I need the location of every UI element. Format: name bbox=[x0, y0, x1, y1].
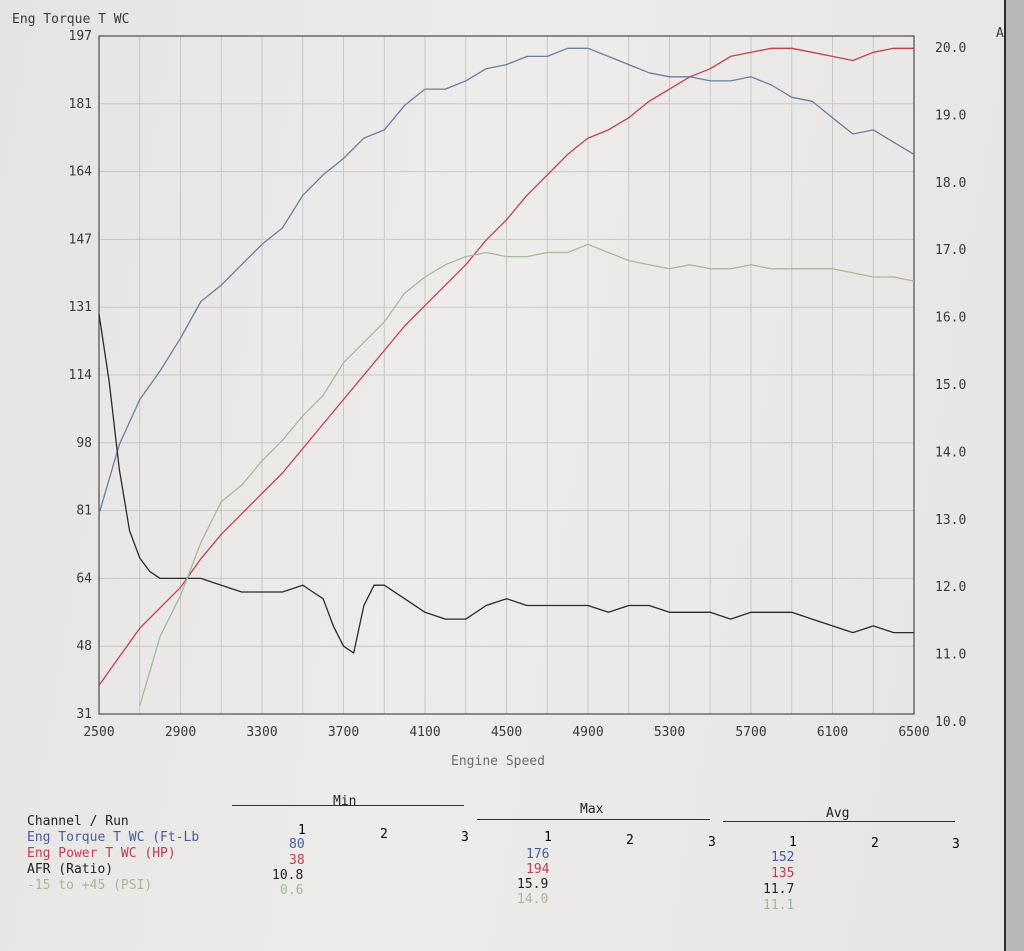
x-tick-label: 4500 bbox=[491, 725, 522, 740]
y-left-tick-label: 31 bbox=[76, 707, 92, 722]
min-torque: 80 bbox=[289, 837, 305, 852]
min-group-rule bbox=[232, 805, 464, 806]
y-left-tick-label: 114 bbox=[69, 368, 93, 383]
avg-torque: 152 bbox=[771, 850, 795, 865]
x-tick-label: 3300 bbox=[246, 725, 277, 740]
y-right-tick-label: 10.0 bbox=[935, 715, 966, 730]
y-left-tick-label: 197 bbox=[69, 29, 92, 44]
max-run-2: 2 bbox=[626, 833, 634, 848]
y-right-tick-label: 19.0 bbox=[935, 108, 966, 123]
min-run-2: 2 bbox=[380, 827, 388, 842]
min-boost: 0.6 bbox=[280, 883, 304, 898]
x-tick-label: 4100 bbox=[409, 725, 440, 740]
y-right-tick-label: 20.0 bbox=[935, 41, 966, 56]
series-line-15-to-45-psi bbox=[139, 243, 915, 706]
avg-group-label: Avg bbox=[826, 806, 850, 821]
avg-power: 135 bbox=[771, 866, 795, 881]
grid bbox=[99, 36, 914, 714]
avg-run-2: 2 bbox=[871, 836, 879, 851]
y-right-tick-label: 11.0 bbox=[935, 648, 966, 663]
series-line-eng-torque-t-wc-ft-lb bbox=[98, 47, 915, 515]
x-axis-title: Engine Speed bbox=[451, 754, 545, 769]
x-tick-label: 4900 bbox=[572, 725, 603, 740]
min-group-label: Min bbox=[333, 794, 357, 809]
stats-table: Channel / Run Min Max Avg 1 2 3 1 2 3 1 … bbox=[0, 790, 1004, 950]
min-run-1: 1 bbox=[298, 823, 306, 838]
y-right-tick-label: 17.0 bbox=[935, 243, 966, 258]
y-left-tick-label: 147 bbox=[69, 232, 92, 247]
min-afr: 10.8 bbox=[272, 868, 304, 883]
max-torque: 176 bbox=[526, 847, 550, 862]
plot-frame bbox=[98, 35, 915, 715]
x-tick-label: 5300 bbox=[654, 725, 685, 740]
row-name-afr: AFR (Ratio) bbox=[27, 862, 114, 877]
max-run-1: 1 bbox=[544, 830, 552, 845]
avg-boost: 11.1 bbox=[763, 898, 795, 913]
y-left-tick-label: 48 bbox=[76, 639, 92, 654]
y-left-tick-label: 81 bbox=[76, 504, 92, 519]
y-right-tick-label: 16.0 bbox=[935, 311, 966, 326]
x-tick-label: 6500 bbox=[898, 725, 929, 740]
y-left-tick-label: 98 bbox=[76, 436, 92, 451]
min-power: 38 bbox=[289, 853, 305, 868]
avg-run-1: 1 bbox=[789, 835, 797, 850]
max-power: 194 bbox=[526, 862, 550, 877]
y-left-tick-label: 64 bbox=[76, 571, 92, 586]
max-group-rule bbox=[477, 819, 710, 820]
max-run-3: 3 bbox=[708, 835, 716, 850]
y-left-tick-label: 164 bbox=[69, 165, 93, 180]
series-line-eng-power-t-wc-hp bbox=[98, 47, 914, 686]
max-afr: 15.9 bbox=[517, 877, 549, 892]
y-left-tick-label: 181 bbox=[69, 97, 92, 112]
series-line-afr-ratio bbox=[98, 313, 914, 654]
x-tick-label: 2900 bbox=[165, 725, 196, 740]
channel-run-header: Channel / Run bbox=[27, 814, 129, 829]
y-right-axis-title: AFR bbox=[996, 26, 1004, 41]
avg-run-3: 3 bbox=[952, 837, 960, 852]
x-tick-label: 2500 bbox=[83, 725, 114, 740]
dyno-chart: Eng Torque T WC AFR Engine Speed 2500 290… bbox=[12, 12, 1004, 769]
x-tick-label: 6100 bbox=[817, 725, 848, 740]
tick-labels: 2500 2900 3300 3700 4100 4500 4900 5300 5700 6100… bbox=[69, 29, 967, 740]
y-right-tick-label: 18.0 bbox=[935, 176, 966, 191]
avg-group-rule bbox=[723, 821, 955, 822]
y-right-tick-label: 14.0 bbox=[935, 445, 966, 460]
y-left-axis-title: Eng Torque T WC bbox=[12, 12, 129, 27]
y-right-tick-label: 13.0 bbox=[935, 513, 966, 528]
row-name-power: Eng Power T WC (HP) bbox=[27, 846, 176, 861]
max-boost: 14.0 bbox=[517, 892, 549, 907]
row-name-torque: Eng Torque T WC (Ft-Lb bbox=[27, 830, 200, 845]
x-tick-label: 3700 bbox=[328, 725, 359, 740]
x-tick-label: 5700 bbox=[735, 725, 766, 740]
y-right-tick-label: 15.0 bbox=[935, 378, 966, 393]
series-lines bbox=[98, 47, 915, 706]
min-run-3: 3 bbox=[461, 830, 469, 845]
max-group-label: Max bbox=[580, 802, 604, 817]
y-right-tick-label: 12.0 bbox=[935, 580, 966, 595]
y-left-tick-label: 131 bbox=[69, 300, 92, 315]
row-name-boost: -15 to +45 (PSI) bbox=[27, 878, 153, 893]
avg-afr: 11.7 bbox=[763, 882, 795, 897]
